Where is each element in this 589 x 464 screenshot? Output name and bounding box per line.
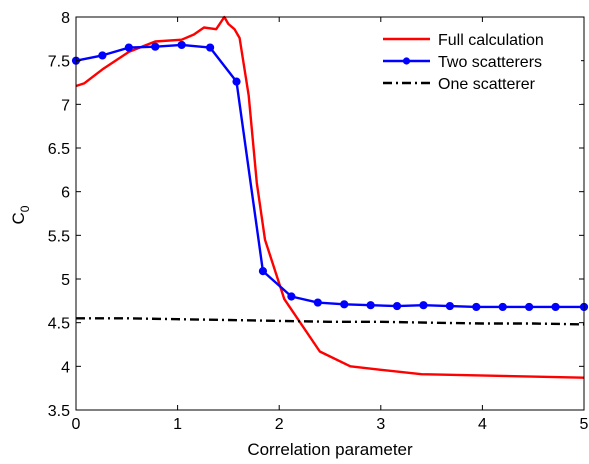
data-point: [287, 292, 296, 301]
y-tick-label: 7: [61, 97, 70, 114]
y-tick-label: 6.5: [48, 141, 70, 158]
legend-item-two-scatterers: Two scatterers: [383, 54, 542, 71]
legend-label: One scatterer: [438, 76, 536, 93]
series-full-calculation: [75, 15, 585, 379]
series-layer: [71, 15, 589, 379]
data-point: [313, 298, 322, 307]
legend: Full calculation Two scatterers One scatte…: [375, 24, 581, 104]
data-point: [232, 77, 241, 86]
legend-label: Full calculation: [438, 32, 544, 49]
x-axis-label: Correlation parameter: [247, 440, 413, 459]
data-point: [206, 43, 215, 52]
y-tick-label: 8: [61, 10, 70, 27]
y-tick-label: 6: [61, 185, 70, 202]
y-axis-label: C0: [9, 205, 32, 224]
data-point: [124, 43, 133, 52]
x-tick-label: 0: [72, 416, 81, 433]
x-tick-label: 5: [580, 416, 589, 433]
legend-item-full-calculation: Full calculation: [383, 32, 544, 49]
data-point: [551, 302, 560, 312]
y-tick-label: 3.5: [48, 403, 70, 420]
y-tick-label: 4: [61, 359, 70, 376]
tick-layer: 0 1 2 3 4 5 3.5 4 4.5 5 5.5 6 6.5 7 7.5 8: [48, 10, 589, 433]
y-tick-label: 7.5: [48, 54, 70, 71]
y-tick-label: 5: [61, 272, 70, 289]
data-point: [258, 267, 268, 276]
data-point: [177, 40, 186, 50]
plot-frame: [75, 16, 585, 411]
legend-box: [375, 24, 581, 104]
series-line-full-calculation: [75, 15, 585, 379]
data-point: [340, 300, 349, 309]
series-line-one-scatterer: [76, 317, 585, 326]
data-point: [392, 301, 402, 311]
y-tick-label: 4.5: [48, 316, 70, 333]
data-point: [151, 42, 160, 51]
series-one-scatterer: [76, 317, 585, 326]
legend-label: Two scatterers: [438, 54, 542, 71]
x-tick-label: 4: [478, 416, 487, 433]
data-point: [419, 301, 428, 310]
legend-item-one-scatterer: One scatterer: [383, 76, 536, 93]
series-line-two-scatterers: [75, 43, 584, 309]
y-tick-label: 5.5: [48, 228, 70, 245]
data-point: [445, 301, 454, 311]
x-tick-label: 3: [376, 416, 385, 433]
x-tick-label: 1: [173, 416, 182, 433]
x-tick-label: 2: [275, 416, 284, 433]
data-point: [472, 302, 481, 312]
data-point: [525, 302, 534, 312]
y-axis-label-subscript: 0: [18, 205, 32, 212]
data-point: [366, 301, 375, 310]
y-axis-label-main: C: [9, 212, 28, 224]
data-point: [498, 302, 507, 312]
legend-marker: [402, 57, 411, 65]
data-point: [98, 51, 107, 60]
